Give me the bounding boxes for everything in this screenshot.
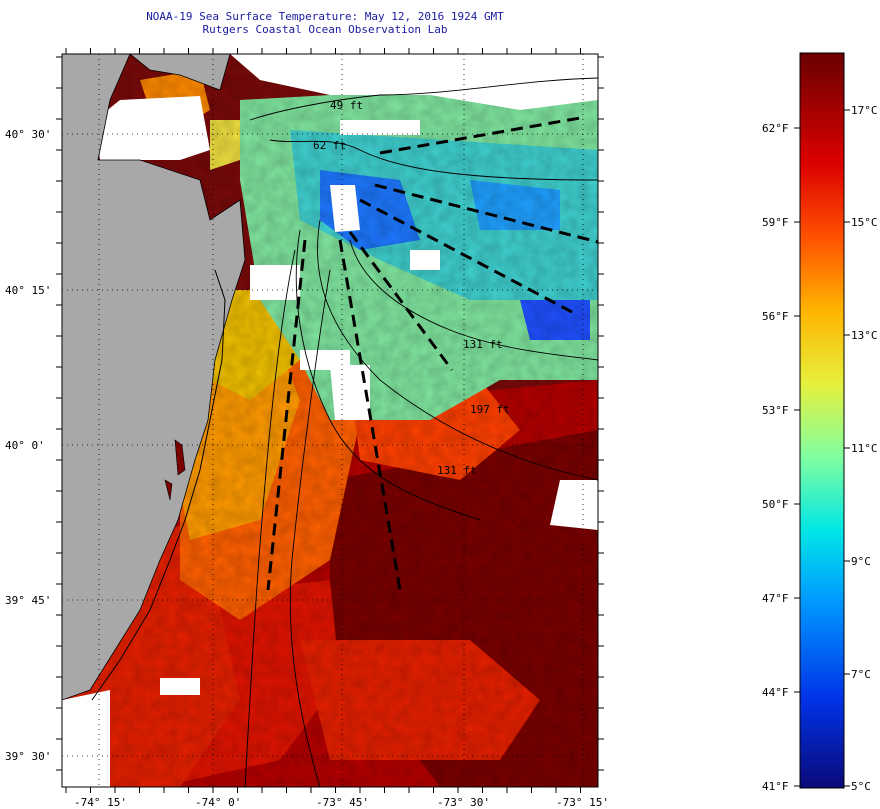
contour-label-62ft: 62 ft	[313, 139, 346, 152]
colorbar-ticks	[794, 109, 850, 787]
colorbar-label-5c: 5°C	[851, 780, 871, 793]
colorbar-label-17c: 17°C	[851, 104, 878, 117]
lon-label-74-0: -74° 0'	[195, 796, 241, 809]
colorbar-label-41f: 41°F	[762, 780, 789, 793]
contour-label-49ft: 49 ft	[330, 99, 363, 112]
lat-label-39-45: 39° 45'	[5, 594, 51, 607]
colorbar-label-13c: 13°C	[851, 329, 878, 342]
contour-label-131ft: 131 ft	[463, 338, 503, 351]
map-subtitle: Rutgers Coastal Ocean Observation Lab	[202, 23, 448, 36]
map-title: NOAA-19 Sea Surface Temperature: May 12,…	[146, 10, 504, 23]
colorbar	[799, 52, 845, 789]
lon-label-73-45: -73° 45'	[316, 796, 369, 809]
colorbar-label-47f: 47°F	[762, 592, 789, 605]
lon-label-74-15: -74° 15'	[74, 796, 127, 809]
colorbar-label-15c: 15°C	[851, 216, 878, 229]
axis-ticks	[56, 48, 604, 793]
contour-label-131ft-south: 131 ft	[437, 464, 477, 477]
bathymetry-contours	[244, 77, 598, 787]
map-frame	[61, 53, 599, 788]
lat-label-40-0: 40° 0'	[5, 439, 45, 452]
colorbar-label-11c: 11°C	[851, 442, 878, 455]
colorbar-label-56f: 56°F	[762, 310, 789, 323]
colorbar-label-9c: 9°C	[851, 555, 871, 568]
lon-label-73-30: -73° 30'	[437, 796, 490, 809]
transect-lines	[266, 116, 598, 591]
graticule	[62, 54, 598, 787]
contour-label-197ft: 197 ft	[470, 403, 510, 416]
no-data-patches	[62, 54, 598, 787]
lat-label-39-30: 39° 30'	[5, 750, 51, 763]
barrier-island-coastline	[91, 269, 226, 701]
colorbar-label-53f: 53°F	[762, 404, 789, 417]
colorbar-label-62f: 62°F	[762, 122, 789, 135]
staten-island-land	[129, 54, 231, 91]
colorbar-label-44f: 44°F	[762, 686, 789, 699]
colorbar-label-7c: 7°C	[851, 668, 871, 681]
colorbar-label-50f: 50°F	[762, 498, 789, 511]
lat-label-40-15: 40° 15'	[5, 284, 51, 297]
coastal-warm-pixels	[164, 439, 186, 501]
lon-label-73-15: -73° 15'	[556, 796, 609, 809]
lat-label-40-30: 40° 30'	[5, 128, 51, 141]
colorbar-label-59f: 59°F	[762, 216, 789, 229]
